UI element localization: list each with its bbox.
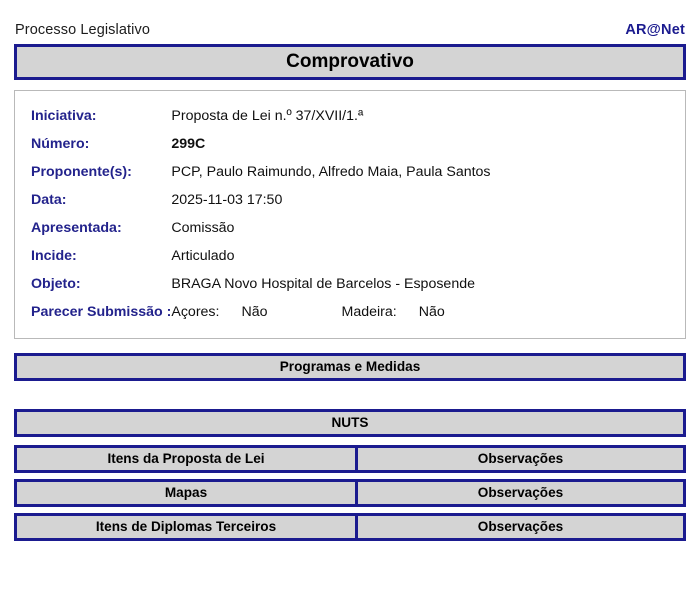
label-proponentes: Proponente(s):: [31, 164, 132, 180]
arnet-logo: AR@Net: [625, 22, 685, 38]
section-programas-e-medidas[interactable]: Programas e Medidas: [14, 353, 686, 381]
label-apresentada: Apresentada:: [31, 220, 122, 236]
section-mapas[interactable]: Mapas: [14, 479, 358, 507]
label-madeira: Madeira:: [341, 304, 397, 320]
table-row: Apresentada: Comissão: [15, 214, 685, 242]
page-title: Comprovativo: [14, 44, 686, 80]
label-objeto: Objeto:: [31, 276, 81, 292]
value-proponentes: PCP, Paulo Raimundo, Alfredo Maia, Paula…: [171, 164, 491, 180]
top-bar: Processo Legislativo AR@Net: [14, 0, 686, 44]
section-itens-da-proposta-de-lei[interactable]: Itens da Proposta de Lei: [14, 445, 358, 473]
details-table: Iniciativa: Proposta de Lei n.º 37/XVII/…: [15, 102, 685, 326]
section-itens-de-diplomas-terceiros[interactable]: Itens de Diplomas Terceiros: [14, 513, 358, 541]
value-madeira: Não: [418, 304, 445, 320]
section-observacoes-itens-proposta[interactable]: Observações: [355, 445, 686, 473]
value-incide: Articulado: [171, 248, 235, 264]
value-iniciativa: Proposta de Lei n.º 37/XVII/1.ª: [171, 108, 364, 124]
table-row: Incide: Articulado: [15, 242, 685, 270]
section-observacoes-diplomas[interactable]: Observações: [355, 513, 686, 541]
value-objeto: BRAGA Novo Hospital de Barcelos - Espose…: [171, 276, 475, 292]
label-iniciativa: Iniciativa:: [31, 108, 97, 124]
label-numero: Número:: [31, 136, 90, 152]
table-row: Iniciativa: Proposta de Lei n.º 37/XVII/…: [15, 102, 685, 130]
section-mapas-row: Mapas Observações: [14, 479, 686, 507]
value-data: 2025-11-03 17:50: [171, 192, 283, 208]
table-row: Parecer Submissão : Açores: Não Madeira:…: [15, 298, 685, 326]
label-parecer-submissao: Parecer Submissão :: [31, 304, 172, 320]
label-data: Data:: [31, 192, 67, 208]
section-diplomas-terceiros-row: Itens de Diplomas Terceiros Observações: [14, 513, 686, 541]
details-panel: Iniciativa: Proposta de Lei n.º 37/XVII/…: [14, 90, 686, 339]
table-row: Número: 299C: [15, 130, 685, 158]
value-numero: 299C: [171, 136, 206, 152]
table-row: Objeto: BRAGA Novo Hospital de Barcelos …: [15, 270, 685, 298]
section-itens-proposta-row: Itens da Proposta de Lei Observações: [14, 445, 686, 473]
label-acores: Açores:: [171, 304, 220, 320]
value-acores: Não: [241, 304, 268, 320]
table-row: Data: 2025-11-03 17:50: [15, 186, 685, 214]
section-nuts[interactable]: NUTS: [14, 409, 686, 437]
app-title: Processo Legislativo: [15, 22, 150, 38]
value-parecer-submissao: Açores: Não Madeira: Não: [171, 298, 685, 326]
section-observacoes-mapas[interactable]: Observações: [355, 479, 686, 507]
value-apresentada: Comissão: [171, 220, 235, 236]
label-incide: Incide:: [31, 248, 77, 264]
table-row: Proponente(s): PCP, Paulo Raimundo, Alfr…: [15, 158, 685, 186]
